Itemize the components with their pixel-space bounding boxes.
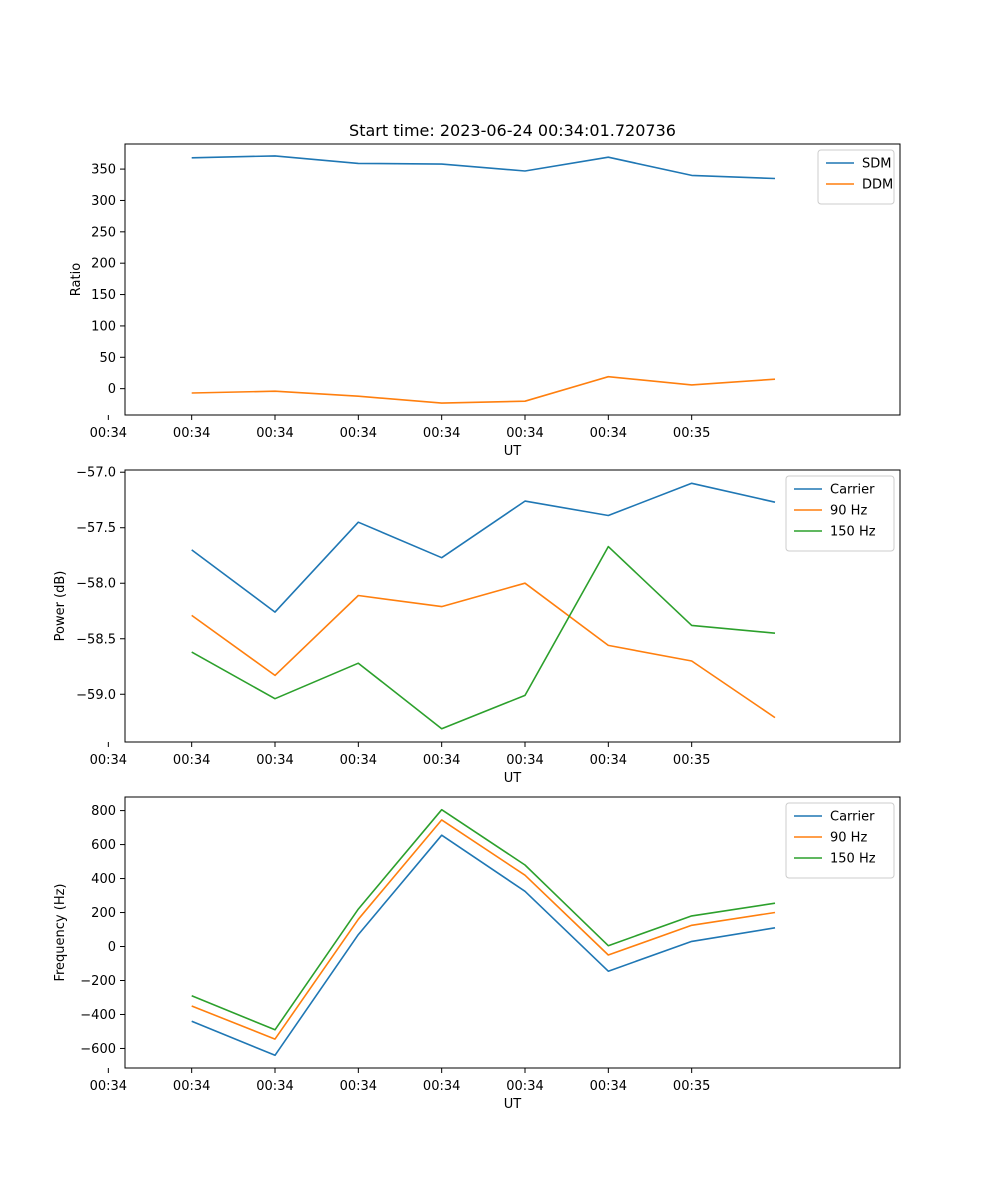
- y-tick-label: 200: [91, 906, 116, 921]
- series-line-150-hz: [191, 545, 776, 730]
- x-tick-label: 00:34: [506, 753, 543, 768]
- x-tick-label: 00:34: [173, 1079, 210, 1094]
- x-tick-label: 00:34: [423, 426, 460, 441]
- x-tick-label: 00:34: [90, 426, 127, 441]
- chart-3: 00:34 00:34 00:34 00:34 00:34 00:34 00:34 00:35…: [53, 796, 901, 1112]
- series-line-90-hz: [191, 819, 776, 1040]
- y-tick-label: 0: [108, 382, 116, 397]
- x-tick-label: 00:34: [340, 753, 377, 768]
- y-tick-label: −600: [80, 1042, 116, 1057]
- legend-box: [785, 475, 895, 552]
- x-tick-label: 00:34: [340, 1079, 377, 1094]
- y-axis-label: Power (dB): [53, 571, 68, 642]
- legend-label: Carrier: [830, 810, 875, 825]
- x-tick-label: 00:34: [590, 426, 627, 441]
- y-tick-label: −200: [80, 974, 116, 989]
- y-tick-label: −400: [80, 1008, 116, 1023]
- legend-label: 90 Hz: [830, 831, 867, 846]
- x-tick-label: 00:34: [506, 426, 543, 441]
- series-line-sdm: [191, 155, 776, 180]
- series-line-90-hz: [191, 582, 776, 719]
- series-line-carrier: [191, 482, 776, 613]
- x-tick-label: 00:35: [673, 753, 710, 768]
- legend: SDM DDM: [817, 149, 895, 205]
- y-tick-label: 250: [91, 225, 116, 240]
- legend: Carrier 90 Hz 150 Hz: [785, 475, 895, 552]
- legend-label: SDM: [862, 157, 891, 172]
- x-tick-label: 00:35: [673, 1079, 710, 1094]
- chart-1: Start time: 2023-06-24 00:34:01.72073600…: [69, 121, 901, 459]
- legend: Carrier 90 Hz 150 Hz: [785, 802, 895, 879]
- y-axis-label: Frequency (Hz): [53, 883, 68, 981]
- x-tick-label: 00:34: [173, 426, 210, 441]
- x-tick-label: 00:34: [256, 426, 293, 441]
- x-tick-label: 00:34: [256, 1079, 293, 1094]
- x-axis-label: UT: [504, 444, 522, 459]
- y-tick-label: 50: [99, 351, 116, 366]
- y-tick-label: −58.0: [76, 577, 116, 592]
- legend-label: DDM: [862, 178, 893, 193]
- y-tick-label: 800: [91, 804, 116, 819]
- y-tick-label: 600: [91, 838, 116, 853]
- y-tick-label: 100: [91, 319, 116, 334]
- legend-label: Carrier: [830, 483, 875, 498]
- x-tick-label: 00:34: [423, 1079, 460, 1094]
- plot-area: [124, 796, 901, 1069]
- x-tick-label: 00:34: [173, 753, 210, 768]
- y-axis-label: Ratio: [69, 263, 84, 296]
- x-tick-label: 00:34: [506, 1079, 543, 1094]
- series-line-carrier: [191, 834, 776, 1057]
- x-tick-label: 00:34: [590, 1079, 627, 1094]
- series-line-150-hz: [191, 808, 776, 1031]
- legend-label: 90 Hz: [830, 504, 867, 519]
- y-tick-label: −59.0: [76, 688, 116, 703]
- x-axis-label: UT: [504, 1097, 522, 1112]
- plot-area: [124, 143, 901, 416]
- y-tick-label: 400: [91, 872, 116, 887]
- series-line-ddm: [191, 375, 776, 404]
- chart-title: Start time: 2023-06-24 00:34:01.720736: [349, 121, 676, 140]
- y-tick-label: 150: [91, 288, 116, 303]
- y-tick-label: −57.5: [76, 521, 116, 536]
- legend-label: 150 Hz: [830, 525, 876, 540]
- x-tick-label: 00:34: [590, 753, 627, 768]
- y-tick-label: 350: [91, 163, 116, 178]
- chart-2: 00:34 00:34 00:34 00:34 00:34 00:34 00:34 00:35…: [53, 466, 901, 786]
- x-tick-label: 00:34: [256, 753, 293, 768]
- y-tick-label: −57.0: [76, 466, 116, 481]
- x-axis-label: UT: [504, 771, 522, 786]
- x-tick-label: 00:34: [340, 426, 377, 441]
- x-tick-label: 00:34: [90, 1079, 127, 1094]
- y-tick-label: 0: [108, 940, 116, 955]
- x-tick-label: 00:34: [90, 753, 127, 768]
- y-tick-label: 200: [91, 257, 116, 272]
- legend-label: 150 Hz: [830, 852, 876, 867]
- y-tick-label: 300: [91, 194, 116, 209]
- plot-area: [124, 469, 901, 743]
- legend-box: [785, 802, 895, 879]
- x-tick-label: 00:35: [673, 426, 710, 441]
- x-tick-label: 00:34: [423, 753, 460, 768]
- y-tick-label: −58.5: [76, 632, 116, 647]
